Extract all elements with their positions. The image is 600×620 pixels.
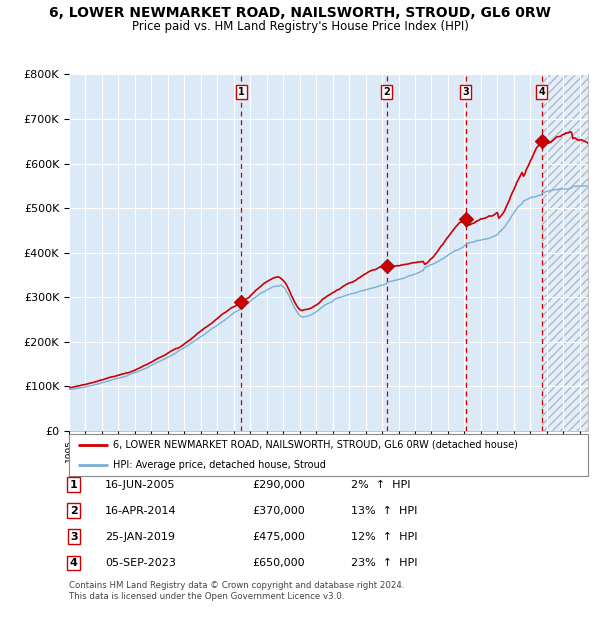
Text: 16-APR-2014: 16-APR-2014 xyxy=(105,506,176,516)
Text: 6, LOWER NEWMARKET ROAD, NAILSWORTH, STROUD, GL6 0RW: 6, LOWER NEWMARKET ROAD, NAILSWORTH, STR… xyxy=(49,6,551,20)
Text: 1: 1 xyxy=(238,87,245,97)
Text: £290,000: £290,000 xyxy=(252,480,305,490)
Point xyxy=(461,215,470,224)
FancyBboxPatch shape xyxy=(69,434,588,476)
Point xyxy=(382,261,392,271)
Text: 4: 4 xyxy=(538,87,545,97)
Bar xyxy=(542,74,588,431)
Text: 2: 2 xyxy=(70,506,77,516)
Text: £475,000: £475,000 xyxy=(252,532,305,542)
Text: 05-SEP-2023: 05-SEP-2023 xyxy=(105,558,176,568)
Point xyxy=(236,297,246,307)
Text: Price paid vs. HM Land Registry's House Price Index (HPI): Price paid vs. HM Land Registry's House … xyxy=(131,20,469,33)
Text: £650,000: £650,000 xyxy=(252,558,305,568)
Text: 25-JAN-2019: 25-JAN-2019 xyxy=(105,532,175,542)
Text: 6, LOWER NEWMARKET ROAD, NAILSWORTH, STROUD, GL6 0RW (detached house): 6, LOWER NEWMARKET ROAD, NAILSWORTH, STR… xyxy=(113,440,518,450)
Text: 3: 3 xyxy=(70,532,77,542)
Text: HPI: Average price, detached house, Stroud: HPI: Average price, detached house, Stro… xyxy=(113,460,326,470)
Bar xyxy=(542,74,588,431)
Text: 2%  ↑  HPI: 2% ↑ HPI xyxy=(351,480,410,490)
Text: £370,000: £370,000 xyxy=(252,506,305,516)
Point xyxy=(537,136,547,146)
Text: 1: 1 xyxy=(70,480,77,490)
Text: 16-JUN-2005: 16-JUN-2005 xyxy=(105,480,176,490)
Text: 13%  ↑  HPI: 13% ↑ HPI xyxy=(351,506,418,516)
Text: Contains HM Land Registry data © Crown copyright and database right 2024.: Contains HM Land Registry data © Crown c… xyxy=(69,581,404,590)
Text: This data is licensed under the Open Government Licence v3.0.: This data is licensed under the Open Gov… xyxy=(69,592,344,601)
Text: 2: 2 xyxy=(383,87,390,97)
Text: 4: 4 xyxy=(70,558,78,568)
Text: 3: 3 xyxy=(462,87,469,97)
Text: 12%  ↑  HPI: 12% ↑ HPI xyxy=(351,532,418,542)
Text: 23%  ↑  HPI: 23% ↑ HPI xyxy=(351,558,418,568)
